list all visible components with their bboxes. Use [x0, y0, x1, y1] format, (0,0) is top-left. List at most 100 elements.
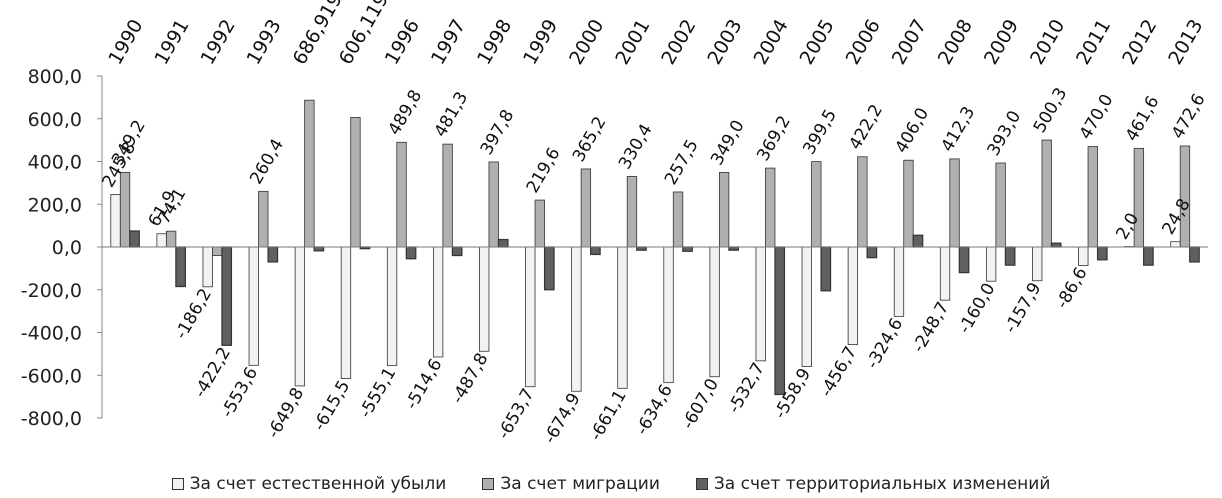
bar-series-3	[129, 230, 140, 248]
data-label: 489,8	[385, 87, 427, 139]
category-label: 2009	[980, 16, 1023, 69]
data-label: 397,8	[477, 106, 519, 158]
bar-series-2	[304, 99, 315, 248]
data-label: 412,3	[938, 103, 980, 155]
data-label: -649,8	[263, 384, 308, 441]
category-label: 2012	[1118, 16, 1161, 69]
data-label: -324,6	[863, 315, 908, 372]
data-label: -615,5	[310, 377, 355, 434]
data-label: 481,3	[431, 88, 473, 140]
category-label: 2007	[888, 16, 931, 69]
bar-series-2	[903, 159, 914, 248]
y-tick-label: 0,0	[52, 237, 82, 259]
category-label: 2003	[703, 16, 746, 69]
chart: 800,0 600,0 400,0 200,0 0,0 -200,0 -400,0 -600,…	[21, 0, 1210, 447]
data-label: 365,2	[569, 113, 611, 165]
category-label: 2005	[796, 16, 839, 69]
bar-series-2	[442, 143, 453, 248]
data-label: -661,1	[586, 387, 631, 444]
category-label: 1996	[381, 16, 424, 69]
bar-series-1	[432, 246, 444, 358]
bar-series-1	[156, 233, 167, 248]
data-label: -456,7	[816, 343, 861, 400]
data-label: 349,2	[108, 117, 150, 169]
bar-series-3	[497, 238, 509, 248]
bar-series-1	[755, 246, 766, 362]
data-label: -186,2	[171, 285, 216, 342]
bar-series-3	[1189, 246, 1200, 263]
data-label: 219,6	[523, 144, 565, 196]
category-label: 1991	[150, 16, 193, 69]
bar-series-3	[1050, 242, 1062, 248]
data-label: 257,5	[661, 136, 703, 188]
legend-swatch-territorial	[695, 478, 708, 490]
bar-series-2	[995, 162, 1006, 248]
bar-series-3	[175, 246, 186, 288]
data-label: -653,7	[494, 385, 539, 442]
bar-series-3	[267, 246, 279, 263]
bar-series-2	[811, 161, 822, 248]
bar-series-1	[340, 246, 352, 379]
bar-series-2	[212, 246, 223, 256]
bar-series-1	[386, 246, 398, 367]
bar-series-3	[590, 246, 601, 256]
legend-item-territorial: За счет территориальных изменений	[695, 474, 1050, 494]
data-label: -634,6	[632, 381, 677, 438]
bar-series-1	[571, 246, 582, 392]
bar-series-1	[893, 246, 905, 317]
data-label: 461,6	[1122, 93, 1164, 145]
bar-series-3	[774, 246, 786, 396]
bar-series-2	[258, 190, 269, 248]
bar-series-2	[350, 117, 361, 248]
bar-series-1	[939, 246, 951, 301]
category-label: 2000	[565, 16, 608, 69]
bar-series-3	[405, 246, 417, 260]
bar-series-3	[866, 246, 878, 259]
bar-series-2	[718, 172, 730, 248]
bar-series-2	[488, 161, 499, 248]
bar-series-1	[110, 194, 121, 248]
data-label: 74,1	[154, 185, 190, 228]
bar-series-2	[534, 199, 545, 248]
bar-series-3	[958, 246, 970, 274]
y-tick-label: -200,0	[21, 280, 82, 302]
y-tick-label: -600,0	[21, 365, 82, 387]
bar-series-3	[682, 246, 693, 252]
bar-series-3	[221, 246, 233, 346]
bar-series-1	[1032, 246, 1043, 282]
bar-series-2	[580, 168, 592, 248]
bar-series-2	[1179, 145, 1191, 248]
bar-series-1	[294, 246, 306, 387]
data-label: 500,3	[1030, 84, 1072, 136]
legend-label-migration: За счет миграции	[500, 474, 660, 494]
bar-series-1	[801, 246, 812, 367]
bar-series-2	[857, 156, 868, 248]
data-label: 349,0	[707, 117, 749, 169]
data-label: 472,6	[1168, 90, 1210, 142]
data-label: 369,2	[753, 112, 795, 164]
y-axis: 800,0 600,0 400,0 200,0 0,0 -200,0 -400,0 -600,…	[21, 66, 103, 430]
category-label: 2013	[1164, 16, 1207, 69]
bar-series-3	[1096, 246, 1108, 261]
y-tick-label: 800,0	[28, 66, 82, 88]
category-label: 2001	[611, 16, 654, 69]
data-label: 422,2	[845, 101, 887, 153]
data-label: -86,6	[1052, 264, 1091, 312]
legend-label-natural: За счет естественной убыли	[189, 474, 447, 494]
y-tick-label: -800,0	[21, 408, 82, 430]
bar-series-3	[451, 246, 463, 257]
legend-swatch-natural	[171, 478, 184, 490]
data-label: 470,0	[1076, 91, 1118, 143]
bar-series-2	[626, 175, 638, 248]
bar-series-1	[525, 246, 536, 388]
bar-series-3	[820, 246, 832, 292]
bar-series-2	[1087, 146, 1098, 248]
data-label: -157,9	[1001, 279, 1046, 336]
bar-series-1	[248, 246, 259, 366]
category-label: 1992	[196, 16, 239, 69]
y-tick-label: 400,0	[28, 152, 82, 174]
data-label: 260,4	[246, 136, 288, 188]
data-label: -555,1	[356, 364, 401, 421]
data-labels: 245,861,9-186,2-553,6 -649,8 -615,5 -555,1-…	[99, 84, 1210, 447]
bar-series-1	[709, 246, 720, 378]
